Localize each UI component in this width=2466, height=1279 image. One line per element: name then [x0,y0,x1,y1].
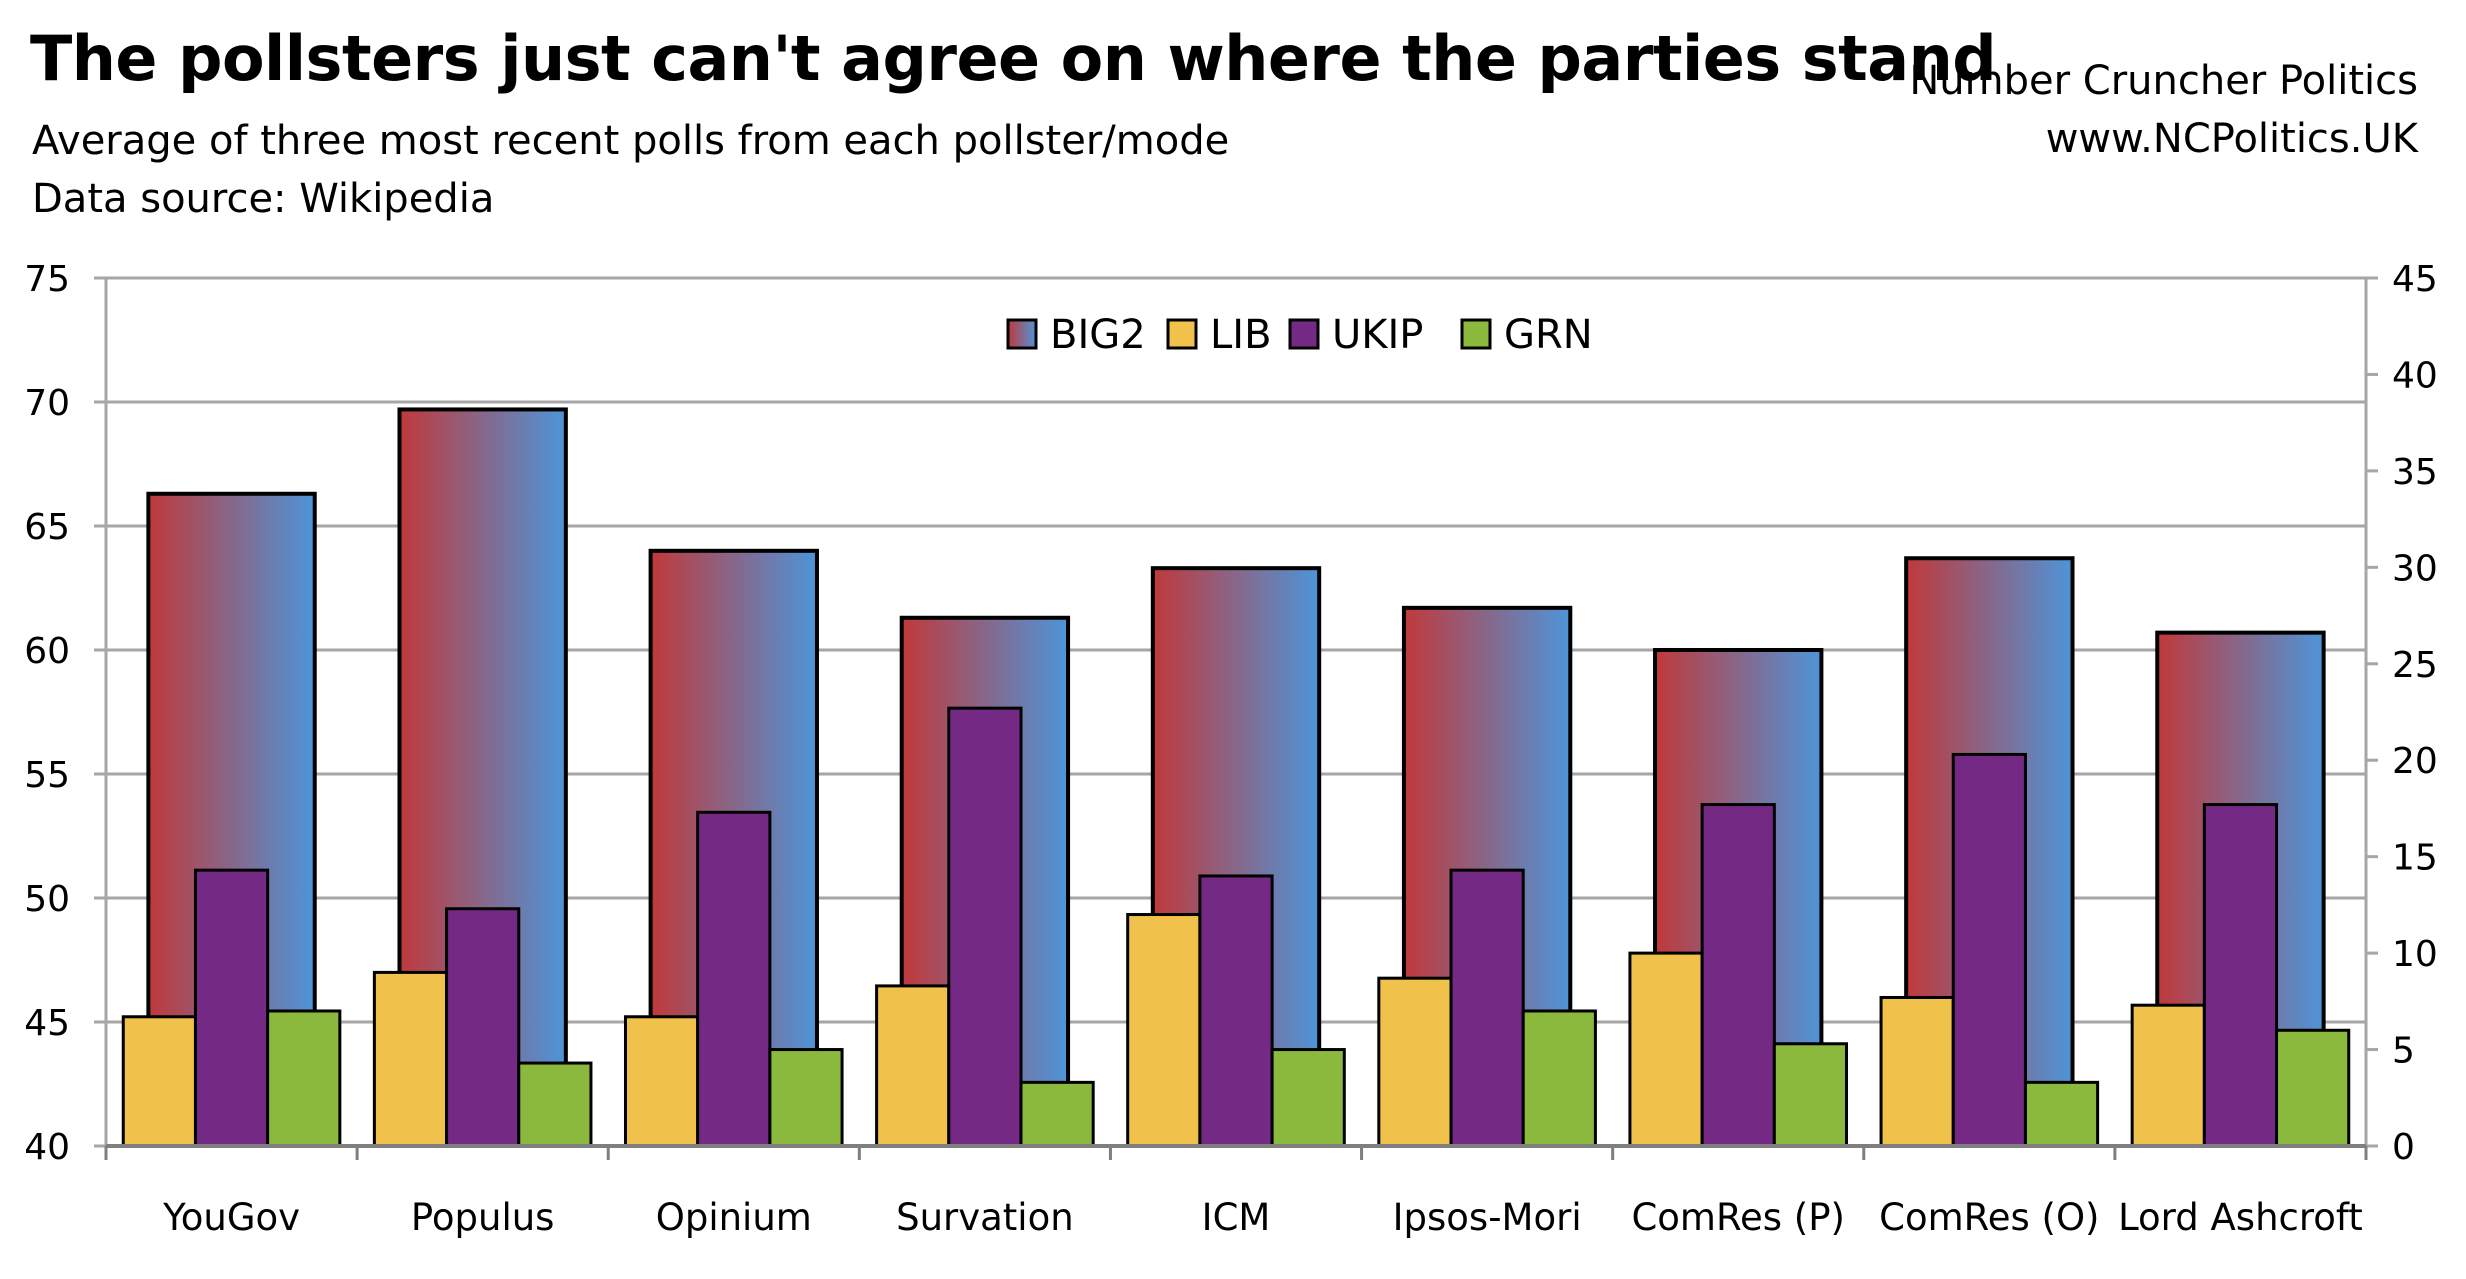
legend-swatch-lib [1166,318,1198,350]
bar-ukip-7 [1951,752,2027,1148]
bar-ukip-6 [1700,803,1776,1148]
bar-grn-7 [2023,1080,2100,1148]
left-tick-label: 60 [24,631,70,672]
category-label: Lord Ashcroft [2118,1196,2363,1239]
bar-ukip-2 [696,810,772,1148]
right-tick-label: 30 [2392,548,2438,589]
bar-lib-4 [1126,913,1202,1148]
chart-subtitle: Average of three most recent polls from … [32,118,1230,164]
category-label: Survation [896,1196,1074,1239]
category-label: ComRes (O) [1879,1196,2099,1239]
credit-url[interactable]: www.NCPolitics.UK [2045,116,2418,162]
left-tick-label: 70 [24,383,70,424]
legend-label-big2: BIG2 [1050,312,1146,358]
left-tick-label: 75 [24,259,70,300]
bar-lib-7 [1879,995,1955,1148]
category-label: Ipsos-Mori [1393,1196,1582,1239]
legend-label-grn: GRN [1504,312,1593,358]
bar-ukip-4 [1198,874,1274,1148]
bar-lib-5 [1377,976,1453,1148]
left-tick-label: 50 [24,879,70,920]
bar-grn-1 [517,1061,593,1148]
bar-lib-6 [1628,951,1704,1148]
bar-grn-8 [2275,1028,2351,1148]
category-label: Opinium [656,1196,812,1239]
bar-grn-2 [768,1048,844,1148]
legend-swatch-ukip [1288,318,1320,350]
left-tick-label: 40 [24,1127,70,1168]
left-tick-label: 45 [24,1003,70,1044]
chart-title: The pollsters just can't agree on where … [30,22,1997,95]
bar-grn-0 [266,1009,342,1148]
bar-grn-3 [1019,1080,1095,1148]
right-tick-label: 40 [2392,355,2438,396]
category-label: ICM [1202,1196,1271,1239]
right-tick-label: 25 [2392,645,2438,686]
bar-grn-4 [1270,1048,1346,1148]
bar-ukip-8 [2202,803,2279,1148]
bar-lib-0 [121,1015,197,1148]
legend-swatch-grn [1460,318,1492,350]
bar-grn-5 [1521,1009,1597,1148]
bars [121,407,2351,1148]
legend-swatch-big2 [1006,318,1038,350]
right-tick-label: 0 [2392,1127,2415,1168]
bar-ukip-0 [193,868,270,1148]
right-tick-label: 20 [2392,741,2438,782]
legend-label-ukip: UKIP [1332,312,1423,358]
left-tick-label: 65 [24,507,70,548]
bar-lib-2 [623,1015,700,1148]
bar-ukip-1 [445,907,521,1148]
legend-label-lib: LIB [1210,312,1272,358]
right-tick-label: 15 [2392,838,2438,879]
legend: BIG2 LIB UKIP GRN [1006,312,1593,358]
bar-ukip-3 [947,706,1023,1148]
credit-name: Number Cruncher Politics [1909,58,2418,104]
bar-lib-3 [875,984,951,1148]
data-source-note: Data source: Wikipedia [32,176,495,222]
axes: 40 45 50 55 60 65 70 75 0 5 10 15 20 25 30 35 40 45 YouGov… [24,259,2438,1239]
category-label: YouGov [162,1196,300,1239]
bar-ukip-5 [1449,868,1525,1148]
bar-lib-1 [372,970,449,1148]
right-tick-label: 5 [2392,1031,2415,1072]
right-tick-label: 10 [2392,934,2438,975]
bar-grn-6 [1772,1042,1849,1148]
bar-lib-8 [2130,1003,2206,1148]
left-tick-label: 55 [24,755,70,796]
right-tick-label: 35 [2392,452,2438,493]
category-label: Populus [411,1196,555,1239]
category-label: ComRes (P) [1631,1196,1845,1239]
right-tick-label: 45 [2392,259,2438,300]
